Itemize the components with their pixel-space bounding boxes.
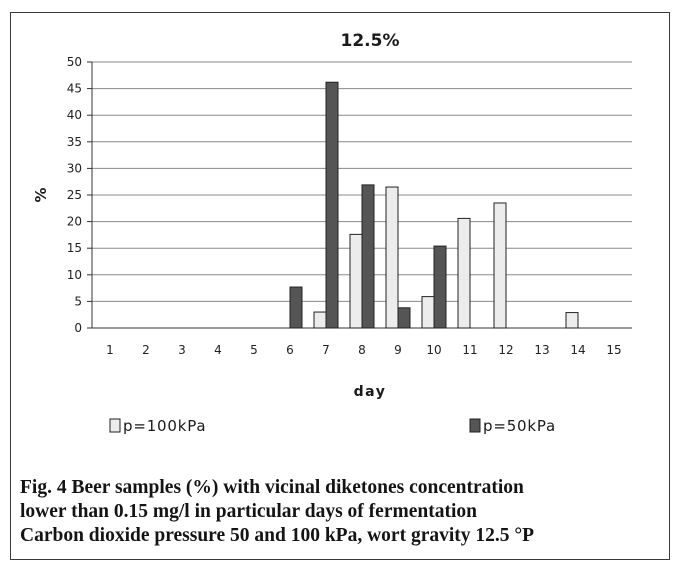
bar-p50kpa-day-7	[325, 81, 339, 329]
bar-p100kpa-day-11	[457, 217, 471, 329]
x-tick-label: 1	[106, 343, 114, 357]
y-tick-label: 10	[67, 268, 82, 282]
caption-line-3: Carbon dioxide pressure 50 and 100 kPa, …	[20, 525, 535, 546]
caption-line-2: lower than 0.15 mg/l in particular days …	[20, 501, 477, 522]
caption-line-1: Fig. 4 Beer samples (%) with vicinal dik…	[20, 477, 524, 498]
bar-p50kpa-day-9	[397, 307, 411, 329]
x-tick-label: 13	[534, 343, 549, 357]
bar-p100kpa-day-9	[385, 186, 399, 329]
x-tick-label: 9	[394, 343, 402, 357]
y-tick-label: 5	[74, 294, 82, 308]
legend-label-p100kpa: p=100kPa	[123, 417, 206, 435]
legend-swatch-p50kpa	[469, 418, 481, 433]
bar-p100kpa-day-10	[421, 296, 435, 329]
x-tick-label: 12	[498, 343, 513, 357]
y-tick-label: 30	[67, 161, 82, 175]
chart-title: 12.5%	[341, 31, 400, 51]
bar-p100kpa-day-7	[313, 311, 327, 329]
x-tick-label: 3	[178, 343, 186, 357]
x-tick-label: 6	[286, 343, 294, 357]
x-tick-label: 14	[570, 343, 585, 357]
x-tick-label: 7	[322, 343, 330, 357]
legend-swatch-p100kpa	[109, 418, 121, 433]
bar-p50kpa-day-8	[361, 184, 375, 329]
figure-frame	[10, 12, 670, 560]
bar-p100kpa-day-12	[493, 202, 507, 329]
bar-p100kpa-day-14	[565, 312, 579, 329]
legend-label-p50kpa: p=50kPa	[483, 417, 556, 435]
x-tick-label: 11	[462, 343, 477, 357]
x-tick-label: 10	[426, 343, 441, 357]
x-axis-label: day	[354, 384, 387, 400]
y-tick-label: 0	[74, 321, 82, 335]
y-tick-label: 50	[67, 55, 82, 69]
y-tick-label: 20	[67, 215, 82, 229]
bar-p50kpa-day-6	[289, 286, 303, 329]
bar-p50kpa-day-10	[433, 245, 447, 329]
x-tick-label: 2	[142, 343, 150, 357]
figure-caption: Fig. 4 Beer samples (%) with vicinal dik…	[20, 476, 670, 548]
y-tick-label: 40	[67, 108, 82, 122]
x-tick-label: 4	[214, 343, 222, 357]
y-axis-label: %	[32, 187, 50, 202]
y-tick-label: 15	[67, 241, 82, 255]
y-tick-label: 35	[67, 135, 82, 149]
y-tick-label: 45	[67, 82, 82, 96]
x-tick-label: 8	[358, 343, 366, 357]
y-tick-label: 25	[67, 188, 82, 202]
x-tick-label: 15	[606, 343, 621, 357]
x-tick-label: 5	[250, 343, 258, 357]
bar-p100kpa-day-8	[349, 233, 363, 329]
